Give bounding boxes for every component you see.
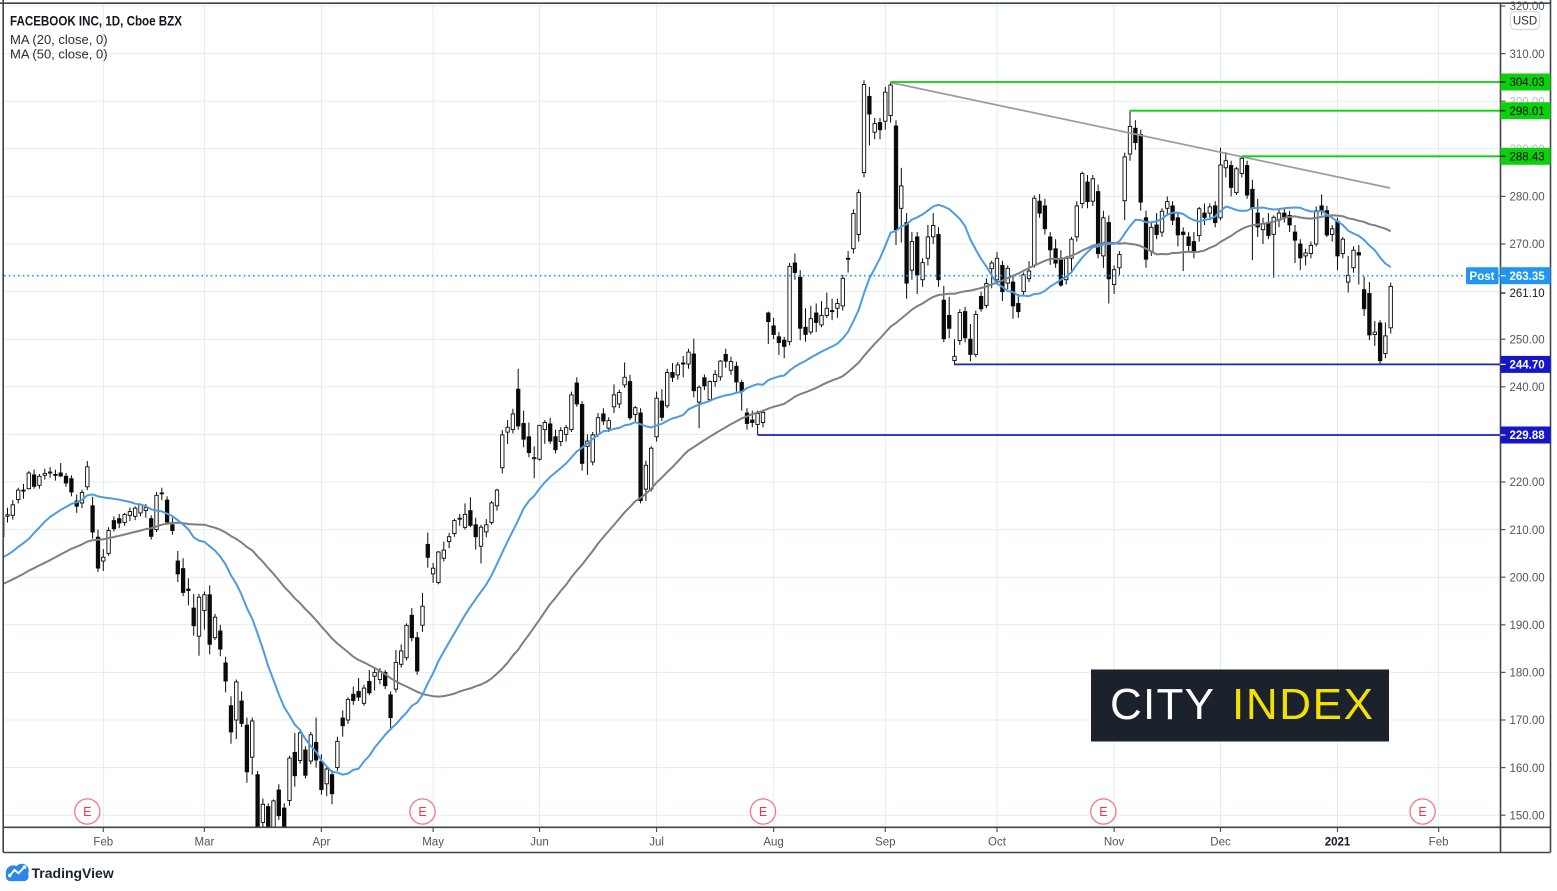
svg-text:Mar: Mar: [194, 837, 214, 849]
svg-text:210.00: 210.00: [1510, 525, 1545, 537]
svg-text:170.00: 170.00: [1510, 715, 1545, 727]
svg-text:229.88: 229.88: [1510, 430, 1546, 442]
svg-text:310.00: 310.00: [1510, 49, 1545, 61]
svg-text:180.00: 180.00: [1510, 668, 1545, 680]
svg-text:MA (50, close, 0): MA (50, close, 0): [10, 47, 108, 62]
svg-text:Jul: Jul: [649, 837, 664, 849]
svg-text:160.00: 160.00: [1510, 763, 1545, 775]
svg-text:Feb: Feb: [93, 837, 113, 849]
svg-text:250.00: 250.00: [1510, 334, 1545, 346]
svg-text:261.10: 261.10: [1510, 288, 1545, 300]
svg-text:Jun: Jun: [530, 837, 549, 849]
svg-text:150.00: 150.00: [1510, 810, 1545, 822]
svg-text:Aug: Aug: [763, 837, 783, 849]
svg-text:E: E: [418, 805, 426, 819]
svg-text:244.70: 244.70: [1510, 360, 1545, 372]
svg-text:240.00: 240.00: [1510, 382, 1545, 394]
svg-text:CITY: CITY: [1110, 680, 1214, 729]
svg-text:200.00: 200.00: [1510, 572, 1545, 584]
svg-text:Feb: Feb: [1429, 837, 1449, 849]
svg-text:Oct: Oct: [988, 837, 1007, 849]
svg-text:270.00: 270.00: [1510, 239, 1545, 251]
svg-text:E: E: [759, 805, 767, 819]
svg-text:Post: Post: [1470, 271, 1495, 283]
svg-text:MA (20, close, 0): MA (20, close, 0): [10, 32, 108, 47]
svg-text:Nov: Nov: [1104, 837, 1125, 849]
svg-text:220.00: 220.00: [1510, 477, 1545, 489]
svg-text:Dec: Dec: [1210, 837, 1231, 849]
svg-text:190.00: 190.00: [1510, 620, 1545, 632]
svg-text:304.03: 304.03: [1510, 77, 1545, 89]
svg-text:280.00: 280.00: [1510, 192, 1545, 204]
svg-text:288.43: 288.43: [1510, 152, 1545, 164]
svg-text:May: May: [422, 837, 444, 849]
svg-text:E: E: [1099, 805, 1107, 819]
svg-text:E: E: [83, 805, 91, 819]
svg-text:263.35: 263.35: [1510, 271, 1546, 283]
svg-text:298.01: 298.01: [1510, 106, 1545, 118]
svg-text:USD: USD: [1513, 16, 1537, 28]
svg-text:Sep: Sep: [875, 837, 895, 849]
svg-text:TradingView: TradingView: [32, 865, 114, 881]
svg-text:320.00: 320.00: [1510, 1, 1545, 13]
svg-text:Apr: Apr: [312, 837, 330, 849]
svg-text:2021: 2021: [1325, 837, 1351, 849]
svg-text:E: E: [1418, 805, 1426, 819]
svg-text:INDEX: INDEX: [1232, 680, 1373, 729]
svg-text:FACEBOOK INC, 1D, Cboe BZX: FACEBOOK INC, 1D, Cboe BZX: [10, 14, 182, 29]
